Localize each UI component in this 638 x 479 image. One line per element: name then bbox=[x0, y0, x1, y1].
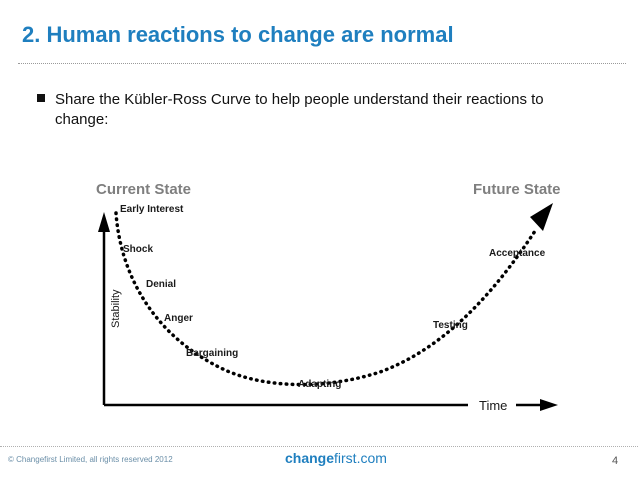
slide-title: 2. Human reactions to change are normal bbox=[22, 22, 454, 47]
brand-logo: changefirst.com bbox=[285, 450, 387, 466]
footer-divider bbox=[0, 446, 638, 447]
change-curve bbox=[114, 211, 539, 387]
stage-bargaining: Bargaining bbox=[186, 348, 238, 359]
stability-axis-label: Stability bbox=[110, 289, 122, 328]
brand-rest-text: first.com bbox=[334, 450, 387, 466]
stage-shock: Shock bbox=[123, 244, 153, 255]
square-bullet-icon bbox=[37, 94, 45, 102]
future-state-label: Future State bbox=[473, 181, 561, 198]
copyright-text: © Changefirst Limited, all rights reserv… bbox=[8, 455, 173, 464]
brand-bold-text: change bbox=[285, 450, 335, 466]
stage-testing: Testing bbox=[433, 320, 468, 331]
stage-denial: Denial bbox=[146, 279, 176, 290]
x-axis-arrow-icon bbox=[540, 399, 558, 411]
bullet-text: Share the Kübler-Ross Curve to help peop… bbox=[55, 91, 544, 128]
curve-arrowhead-icon bbox=[530, 203, 553, 231]
stage-acceptance: Acceptance bbox=[489, 248, 546, 259]
kubler-ross-curve-diagram: Current State Future State Stability Tim… bbox=[96, 181, 561, 413]
stage-anger: Anger bbox=[164, 313, 193, 324]
time-axis-label: Time bbox=[479, 398, 507, 413]
current-state-label: Current State bbox=[96, 181, 191, 198]
stage-early-interest: Early Interest bbox=[120, 204, 184, 215]
y-axis-arrow-icon bbox=[98, 212, 110, 232]
title-divider bbox=[18, 63, 626, 64]
stage-adapting: Adapting bbox=[298, 379, 341, 390]
page-number: 4 bbox=[612, 455, 619, 467]
